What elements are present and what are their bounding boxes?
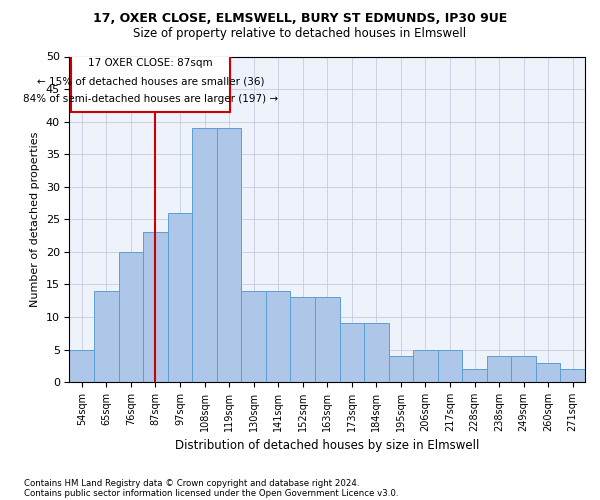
Bar	[290, 298, 315, 382]
Bar	[560, 369, 585, 382]
Text: Size of property relative to detached houses in Elmswell: Size of property relative to detached ho…	[133, 28, 467, 40]
Bar	[315, 298, 340, 382]
Bar	[70, 350, 94, 382]
Bar	[413, 350, 438, 382]
Bar	[511, 356, 536, 382]
Text: Contains public sector information licensed under the Open Government Licence v3: Contains public sector information licen…	[24, 488, 398, 498]
Bar	[487, 356, 511, 382]
Bar	[167, 213, 192, 382]
Bar	[143, 232, 167, 382]
Bar	[266, 291, 290, 382]
Text: 17 OXER CLOSE: 87sqm: 17 OXER CLOSE: 87sqm	[88, 58, 213, 68]
Bar	[192, 128, 217, 382]
Bar	[364, 324, 389, 382]
Bar	[94, 291, 119, 382]
X-axis label: Distribution of detached houses by size in Elmswell: Distribution of detached houses by size …	[175, 440, 479, 452]
Bar	[217, 128, 241, 382]
Bar	[389, 356, 413, 382]
Text: Contains HM Land Registry data © Crown copyright and database right 2024.: Contains HM Land Registry data © Crown c…	[24, 478, 359, 488]
Bar	[536, 362, 560, 382]
Bar	[119, 252, 143, 382]
Text: ← 15% of detached houses are smaller (36): ← 15% of detached houses are smaller (36…	[37, 76, 264, 86]
Text: 17, OXER CLOSE, ELMSWELL, BURY ST EDMUNDS, IP30 9UE: 17, OXER CLOSE, ELMSWELL, BURY ST EDMUND…	[93, 12, 507, 26]
Text: 84% of semi-detached houses are larger (197) →: 84% of semi-detached houses are larger (…	[23, 94, 278, 104]
Bar	[462, 369, 487, 382]
FancyBboxPatch shape	[71, 50, 230, 112]
Bar	[340, 324, 364, 382]
Y-axis label: Number of detached properties: Number of detached properties	[30, 132, 40, 307]
Bar	[241, 291, 266, 382]
Bar	[438, 350, 462, 382]
